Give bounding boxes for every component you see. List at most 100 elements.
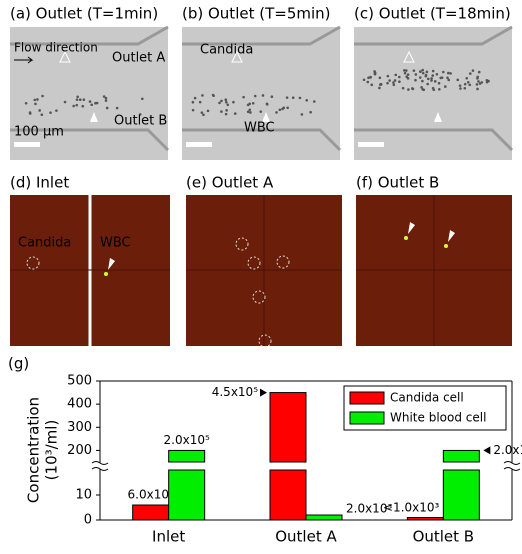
marker — [276, 255, 290, 269]
cell — [405, 69, 408, 72]
cell — [248, 108, 252, 112]
marker — [252, 290, 266, 304]
cell — [465, 76, 469, 80]
cell — [259, 110, 263, 113]
arrowhead — [448, 230, 455, 242]
bar — [132, 504, 170, 521]
cell — [225, 109, 228, 112]
cell — [403, 71, 407, 75]
bar — [442, 469, 480, 521]
label: 100 μm — [14, 125, 64, 140]
cell — [242, 95, 245, 99]
bar — [305, 514, 343, 521]
cell — [286, 106, 289, 110]
cell — [433, 80, 437, 83]
cell — [49, 111, 52, 114]
break-mark — [503, 461, 521, 471]
label: 10 — [75, 488, 92, 503]
cell — [226, 103, 230, 107]
scale-bar — [358, 142, 384, 147]
label: Outlet B — [413, 528, 475, 546]
cell — [202, 113, 205, 117]
cell — [411, 87, 414, 90]
cell — [191, 100, 195, 104]
cell — [312, 100, 316, 103]
label: 4.5x10⁵ — [212, 385, 258, 399]
cell — [104, 96, 108, 100]
cell — [476, 87, 479, 91]
cell — [200, 111, 204, 114]
cell — [206, 109, 210, 113]
cell — [285, 96, 289, 99]
cell — [141, 97, 144, 101]
cell — [406, 73, 410, 76]
cell — [405, 75, 409, 79]
legend-swatch — [349, 411, 385, 425]
cell — [211, 93, 215, 97]
bar — [269, 392, 307, 463]
label: Inlet — [152, 528, 185, 546]
label: 2.0x10³ — [346, 502, 392, 516]
cell — [456, 78, 460, 82]
cell — [105, 106, 109, 110]
cell — [90, 103, 94, 107]
cell — [422, 88, 426, 92]
cell — [444, 244, 448, 248]
cell — [362, 78, 366, 82]
cell — [282, 106, 286, 110]
label: 0 — [84, 513, 92, 528]
cell — [138, 113, 142, 116]
cell — [76, 95, 79, 99]
cell — [248, 102, 251, 106]
arrow — [14, 56, 34, 64]
cell — [82, 98, 86, 102]
marker — [26, 256, 40, 270]
cell — [412, 69, 416, 72]
cell — [367, 76, 370, 80]
bar — [168, 469, 206, 521]
bar — [406, 517, 444, 521]
arrowhead — [90, 112, 98, 122]
label: (10³/ml) — [43, 420, 61, 481]
cell — [407, 88, 410, 91]
label: 500 — [67, 374, 92, 389]
arrowhead — [403, 50, 415, 63]
cell — [370, 83, 374, 87]
cell — [440, 76, 444, 79]
cell — [431, 69, 435, 73]
cell — [28, 112, 32, 115]
cell — [115, 106, 119, 110]
cell — [191, 108, 195, 112]
cell — [459, 87, 462, 90]
cell — [198, 100, 202, 104]
cell — [447, 78, 451, 82]
marker — [247, 256, 261, 270]
cell — [419, 70, 422, 74]
label: 300 — [67, 420, 92, 435]
cell — [261, 94, 265, 97]
cell — [36, 98, 39, 101]
label: 2.0x10⁵ — [164, 433, 210, 447]
cell — [233, 112, 237, 115]
cell — [401, 86, 405, 90]
label: WBC — [244, 121, 275, 136]
cell — [438, 87, 441, 91]
cell — [201, 94, 204, 97]
cell — [468, 83, 472, 87]
cell — [369, 75, 372, 79]
cell — [431, 74, 435, 77]
label: Candida — [200, 43, 253, 58]
cell — [253, 94, 257, 98]
cell — [220, 99, 223, 103]
cell — [471, 69, 475, 72]
cell — [425, 70, 429, 74]
cell — [34, 102, 37, 106]
cell — [366, 80, 370, 84]
cell — [278, 108, 282, 112]
pointer — [483, 446, 491, 455]
label: Flow direction — [14, 41, 98, 55]
cell — [426, 82, 429, 86]
cell — [24, 101, 28, 105]
cell — [224, 112, 228, 116]
cell — [291, 96, 295, 100]
